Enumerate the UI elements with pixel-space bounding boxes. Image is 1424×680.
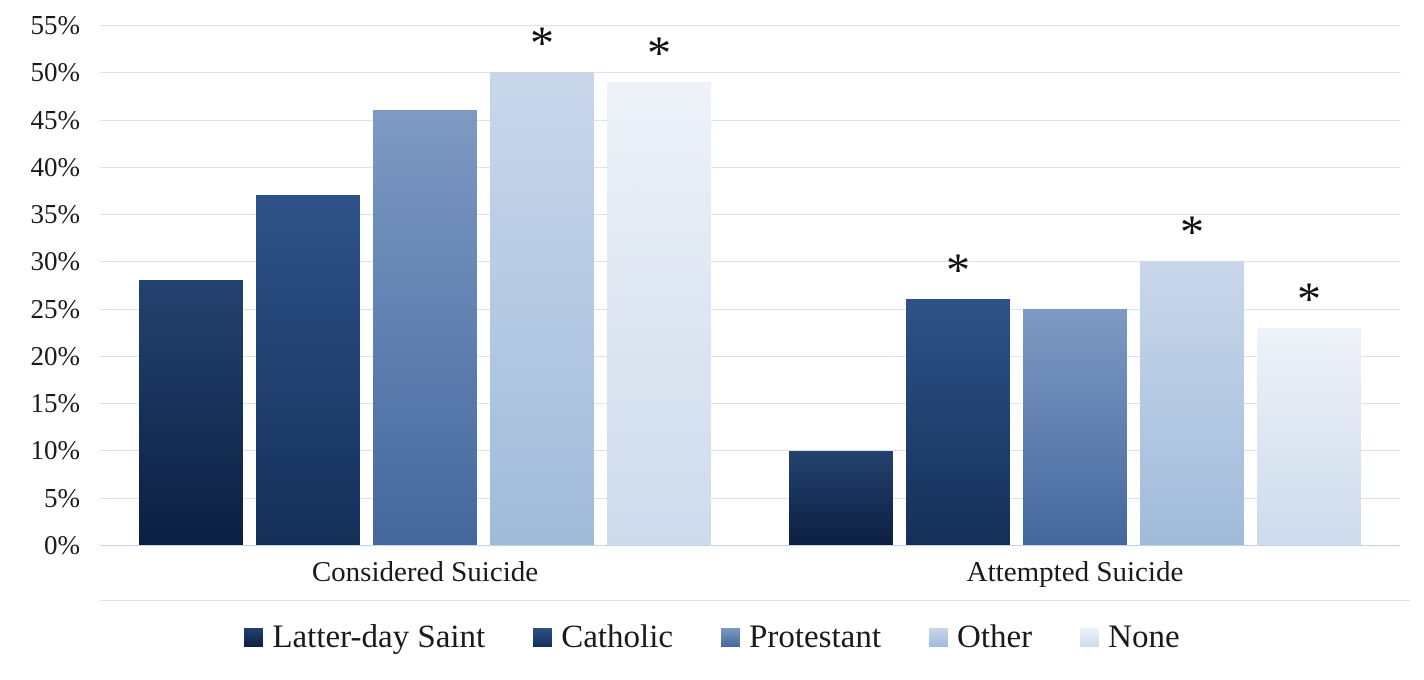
y-tick-label: 55%	[30, 10, 81, 40]
bar: *	[906, 247, 1010, 545]
bar: *	[1257, 275, 1361, 545]
legend-label: Other	[957, 618, 1033, 655]
bar: *	[490, 20, 594, 545]
gridline	[100, 119, 1400, 121]
gridline	[100, 214, 1400, 216]
y-tick-label: 50%	[30, 57, 81, 88]
y-tick-label: 20%	[30, 340, 81, 371]
bar: *	[607, 29, 711, 545]
y-tick-label: 5%	[44, 482, 80, 513]
gridline	[100, 355, 1400, 357]
legend-marker	[721, 627, 741, 647]
bar: *	[1140, 209, 1244, 545]
significance-asterisk: *	[1180, 206, 1204, 260]
gridline	[100, 166, 1400, 168]
legend-label: Latter-day Saint	[272, 618, 486, 655]
y-tick-label: 40%	[30, 151, 81, 182]
y-tick-label: 45%	[30, 104, 81, 135]
gridline	[100, 545, 1400, 546]
legend: Latter-day Saint Catholic Protestant Other N…	[0, 606, 1424, 668]
legend-label: Protestant	[749, 618, 881, 655]
bar	[373, 110, 477, 545]
legend-label: Catholic	[561, 618, 674, 655]
gridline	[100, 403, 1400, 405]
y-tick-label: 15%	[30, 388, 81, 419]
gridline	[100, 497, 1400, 499]
gridline	[100, 25, 1400, 26]
legend-label: None	[1108, 618, 1180, 655]
legend-item: Catholic	[533, 619, 673, 656]
significance-asterisk: *	[530, 17, 554, 71]
significance-asterisk: *	[647, 26, 671, 80]
gridline	[100, 261, 1400, 263]
legend-item: None	[1080, 618, 1180, 656]
y-tick-label: 35%	[30, 199, 81, 230]
legend-marker	[1080, 627, 1100, 647]
category-label: Attempted Suicide	[966, 556, 1184, 588]
significance-asterisk: *	[946, 244, 970, 298]
legend-item: Other	[929, 619, 1032, 656]
y-axis: 0% 5% 10% 15% 20% 25% 30% 35% 40% 45% 50% 55%	[0, 0, 88, 680]
legend-marker	[533, 627, 553, 647]
gridline	[100, 72, 1400, 74]
legend-item: Protestant	[721, 619, 881, 656]
significance-asterisk: *	[1297, 272, 1321, 326]
legend-item: Latter-day Saint	[244, 619, 485, 656]
y-tick-label: 10%	[30, 435, 81, 466]
y-tick-label: 30%	[30, 246, 81, 277]
plot-area: * * * * *	[100, 20, 1400, 546]
y-tick-label: 25%	[30, 293, 81, 324]
bar-group: * * *	[750, 25, 1400, 545]
bar	[1023, 308, 1127, 545]
bar	[139, 280, 243, 545]
category-label: Considered Suicide	[311, 556, 539, 588]
legend-marker	[929, 627, 948, 647]
bar	[789, 450, 893, 545]
x-axis-labels: Considered Suicide Attempted Suicide	[100, 552, 1400, 592]
gridline	[100, 308, 1400, 310]
y-tick-label: 0%	[44, 530, 80, 560]
axis-divider-line	[100, 600, 1410, 601]
bar-group: * *	[100, 20, 750, 545]
bar	[256, 195, 360, 545]
bar-groups: * * * * *	[100, 20, 1400, 545]
gridline	[100, 450, 1400, 452]
legend-marker	[244, 627, 264, 647]
